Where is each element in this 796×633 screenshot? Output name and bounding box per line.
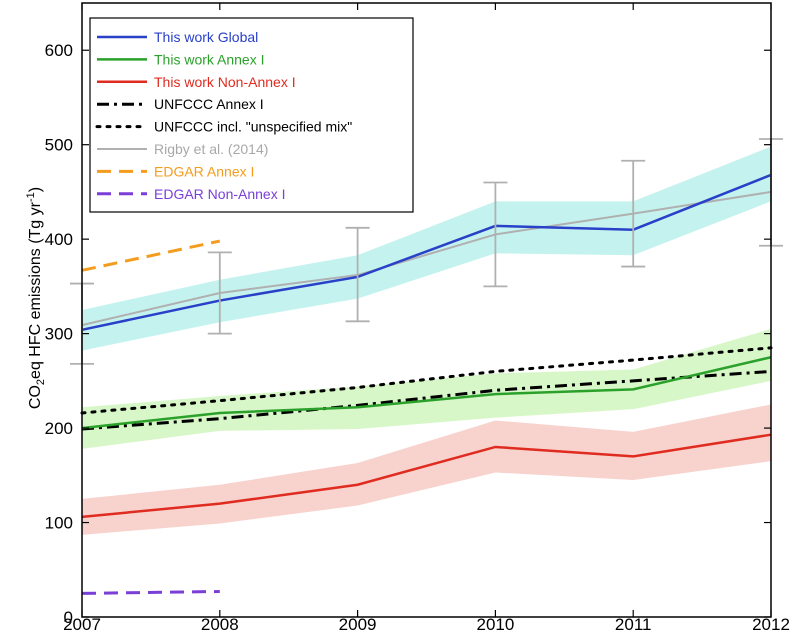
legend-box (89, 17, 414, 213)
line-unfccc-annex-i (81, 369, 772, 431)
line-this-work-global (81, 173, 772, 332)
y-axis-label-post: ) (27, 187, 44, 192)
x-tick-label: 2012 (752, 615, 790, 633)
x-tick-label: 2007 (63, 615, 101, 633)
y-tick-label: 300 (45, 325, 73, 344)
y-tick-label: 600 (45, 41, 73, 60)
x-tick-label: 2008 (201, 615, 239, 633)
legend-label: EDGAR Annex I (154, 163, 254, 179)
x-tick-label: 2009 (339, 615, 377, 633)
line-edgar-non-annex-i (81, 589, 220, 595)
legend-item-unfccc-incl-unspecified-mix: UNFCCC incl. "unspecified mix" (95, 119, 352, 135)
y-axis-tick-labels: 0 100 200 300 400 500 600 (45, 41, 73, 627)
legend-label: This work Annex I (154, 51, 265, 67)
y-axis-label-pre: CO (27, 385, 44, 409)
band-this-work-annex-i-uncertainty (82, 328, 771, 449)
legend-item-this-work-annex-i: This work Annex I (97, 51, 265, 67)
error-bar (483, 181, 508, 288)
legend-label: Rigby et al. (2014) (154, 141, 268, 157)
y-axis-label: CO2eq HFC emissions (Tg yr-1) (25, 187, 47, 409)
y-tick-label: 200 (45, 419, 73, 438)
line-rigby-et-al-2014 (81, 190, 772, 327)
legend-label: UNFCCC incl. "unspecified mix" (154, 119, 352, 135)
legend: This work Global This work Annex I This wo… (89, 17, 414, 213)
x-tick-label: 2010 (476, 615, 514, 633)
series-lines (80, 173, 773, 595)
legend-item-this-work-non-annex-i: This work Non-Annex I (97, 74, 296, 90)
legend-item-unfccc-annex-i: UNFCCC Annex I (97, 96, 264, 112)
y-tick-label: 100 (45, 514, 73, 533)
y-axis-label-sup: -1 (25, 192, 37, 202)
x-tick-label: 2011 (615, 615, 652, 633)
line-edgar-annex-i (81, 239, 221, 272)
plot-frame (81, 2, 772, 618)
uncertainty-bands (82, 146, 771, 535)
axis-ticks (81, 3, 772, 618)
legend-label: This work Non-Annex I (154, 74, 296, 90)
line-this-work-non-annex-i (81, 433, 772, 519)
y-tick-label: 0 (64, 608, 73, 627)
band-this-work-global-uncertainty (82, 146, 771, 351)
line-this-work-annex-i (81, 356, 772, 430)
legend-label: UNFCCC Annex I (154, 96, 264, 112)
legend-items: This work Global This work Annex I This wo… (95, 29, 352, 202)
legend-label: This work Global (154, 29, 258, 45)
legend-item-this-work-global: This work Global (97, 29, 258, 45)
legend-item-edgar-annex-i: EDGAR Annex I (97, 163, 254, 179)
error-bar (207, 251, 232, 335)
y-axis-label-mid: eq HFC emissions (Tg yr (27, 201, 44, 379)
x-axis-tick-labels: 2007 2008 2009 2010 2011 2012 (63, 615, 790, 633)
y-tick-label: 500 (45, 136, 73, 155)
error-bar (345, 226, 370, 323)
band-this-work-non-annex-i-uncertainty (82, 404, 771, 535)
legend-item-edgar-non-annex-i: EDGAR Non-Annex I (97, 186, 286, 202)
y-tick-label: 400 (45, 230, 73, 249)
legend-item-rigby-et-al-2014: Rigby et al. (2014) (97, 141, 268, 157)
error-bar (621, 159, 646, 268)
legend-label: EDGAR Non-Annex I (154, 186, 286, 202)
y-axis-label-sub: 2 (35, 379, 47, 385)
